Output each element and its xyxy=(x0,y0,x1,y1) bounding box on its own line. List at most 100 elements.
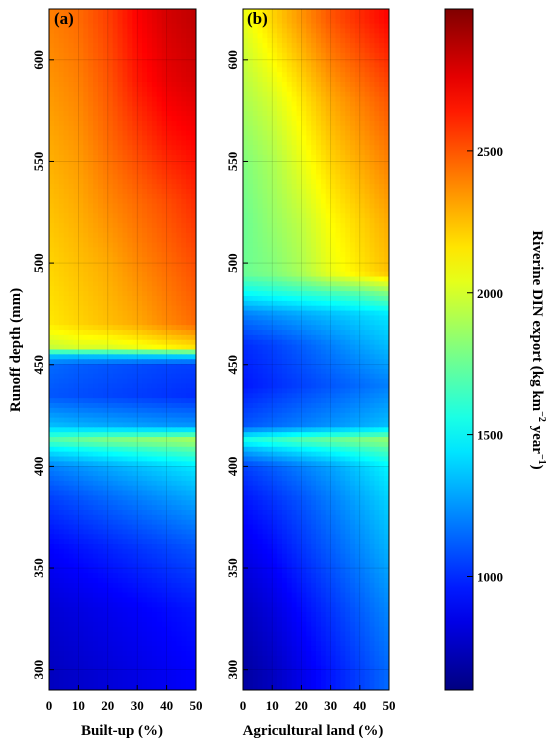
heatmap-cell xyxy=(374,43,380,49)
heatmap-cell xyxy=(98,612,104,618)
heatmap-cell xyxy=(359,91,366,98)
heatmap-cell xyxy=(166,437,173,443)
heatmap-cell xyxy=(345,62,351,68)
heatmap-cell xyxy=(107,364,114,370)
heatmap-cell xyxy=(73,466,79,472)
heatmap-cell xyxy=(63,344,70,351)
heatmap-cell xyxy=(88,471,94,477)
heatmap-cell xyxy=(73,184,79,190)
heatmap-cell xyxy=(122,227,128,234)
heatmap-cell xyxy=(142,539,148,545)
heatmap-cell xyxy=(98,291,104,297)
heatmap-cell xyxy=(132,636,138,642)
heatmap-cell xyxy=(88,179,94,185)
heatmap-cell xyxy=(176,135,182,141)
heatmap-cell xyxy=(137,383,143,390)
heatmap-cell xyxy=(137,227,143,234)
heatmap-cell xyxy=(88,295,94,302)
heatmap-cell xyxy=(191,626,196,633)
heatmap-cell xyxy=(345,96,351,103)
heatmap-cell xyxy=(93,558,99,565)
heatmap-cell xyxy=(306,106,312,112)
heatmap-cell xyxy=(53,548,60,555)
heatmap-cell xyxy=(166,120,173,127)
heatmap-cell xyxy=(117,120,124,127)
heatmap-cell xyxy=(369,106,375,112)
heatmap-cell xyxy=(49,354,55,360)
heatmap-cell xyxy=(83,354,89,360)
heatmap-cell xyxy=(364,111,371,117)
heatmap-cell xyxy=(68,485,75,492)
heatmap-cell xyxy=(102,524,109,531)
heatmap-cell xyxy=(137,636,143,642)
heatmap-cell xyxy=(147,232,153,239)
heatmap-cell xyxy=(147,106,153,112)
heatmap-cell xyxy=(166,641,173,647)
heatmap-cell xyxy=(325,62,332,68)
heatmap-cell xyxy=(117,315,124,321)
heatmap-cell xyxy=(156,52,163,59)
heatmap-cell xyxy=(53,154,60,161)
heatmap-cell xyxy=(147,529,153,535)
heatmap-cell xyxy=(63,145,70,151)
heatmap-cell xyxy=(68,617,75,623)
heatmap-cell xyxy=(122,422,128,428)
heatmap-cell xyxy=(73,67,79,73)
heatmap-cell xyxy=(112,38,119,44)
heatmap-cell xyxy=(257,62,264,68)
heatmap-cell xyxy=(374,111,380,117)
heatmap-cell xyxy=(191,563,196,569)
heatmap-cell xyxy=(107,111,114,117)
heatmap-cell xyxy=(83,203,89,210)
heatmap-cell xyxy=(78,310,84,317)
heatmap-cell xyxy=(63,135,70,141)
heatmap-cell xyxy=(88,169,94,175)
heatmap-cell xyxy=(291,13,298,20)
heatmap-cell xyxy=(78,52,84,59)
heatmap-cell xyxy=(181,198,187,205)
heatmap-cell xyxy=(151,568,158,574)
heatmap-cell xyxy=(156,592,163,599)
heatmap-cell xyxy=(68,164,75,171)
heatmap-cell xyxy=(127,675,133,681)
heatmap-cell xyxy=(83,81,89,88)
heatmap-cell xyxy=(122,33,128,39)
heatmap-cell xyxy=(166,193,173,200)
heatmap-cell xyxy=(68,587,75,594)
heatmap-cell xyxy=(78,548,84,555)
heatmap-cell xyxy=(102,247,109,253)
heatmap-cell xyxy=(151,670,158,676)
heatmap-cell xyxy=(171,437,177,443)
heatmap-cell xyxy=(191,169,196,175)
heatmap-cell xyxy=(73,558,79,565)
x-tick-label: 20 xyxy=(101,698,114,713)
heatmap-cell xyxy=(122,140,128,146)
heatmap-cell xyxy=(345,81,351,88)
heatmap-cell xyxy=(311,23,317,30)
heatmap-cell xyxy=(49,57,55,64)
heatmap-cell xyxy=(156,655,163,662)
heatmap-cell xyxy=(171,330,177,336)
heatmap-cell xyxy=(161,407,168,414)
heatmap-cell xyxy=(112,568,119,574)
heatmap-cell xyxy=(156,305,163,312)
heatmap-cell xyxy=(137,670,143,676)
heatmap-cell xyxy=(350,18,356,25)
heatmap-cell xyxy=(78,582,84,589)
heatmap-cell xyxy=(127,558,133,565)
heatmap-cell xyxy=(49,286,55,292)
heatmap-cell xyxy=(161,33,168,39)
heatmap-cell xyxy=(151,164,158,171)
heatmap-cell xyxy=(68,373,75,380)
heatmap-cell xyxy=(53,96,60,103)
heatmap-cell xyxy=(83,330,89,336)
heatmap-cell xyxy=(142,582,148,589)
heatmap-cell xyxy=(137,281,143,287)
heatmap-cell xyxy=(330,33,337,39)
heatmap-cell xyxy=(181,524,187,531)
heatmap-cell xyxy=(93,120,99,127)
heatmap-cell xyxy=(156,548,163,555)
heatmap-cell xyxy=(156,524,163,531)
heatmap-cell xyxy=(151,169,158,175)
heatmap-cell xyxy=(132,179,138,185)
